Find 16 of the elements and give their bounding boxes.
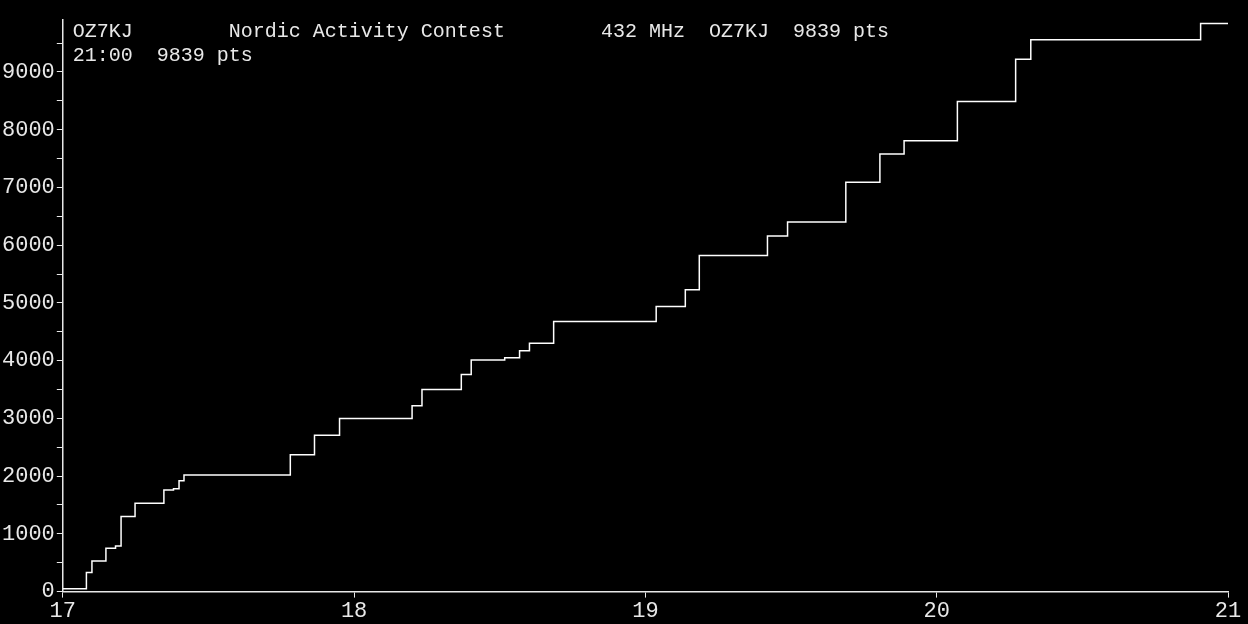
x-tick-label: 19 (632, 598, 659, 624)
y-tick-label: 9000 (2, 59, 55, 85)
y-tick-label: 7000 (2, 175, 55, 201)
chart-title: OZ7KJ Nordic Activity Contest 432 MHz OZ7KJ 9839 pts (72, 20, 889, 44)
y-tick-label: 1000 (2, 521, 55, 547)
y-tick-label: 3000 (2, 406, 55, 432)
y-tick-label: 4000 (2, 348, 55, 374)
x-tick-label: 20 (923, 598, 950, 624)
text: 21:00 9839 pts (72, 44, 253, 68)
x-tick-label: 18 (340, 598, 368, 624)
x-tick-label: 21 (1214, 598, 1242, 624)
y-tick-label: 2000 (2, 463, 55, 489)
y-tick-label: 5000 (2, 290, 55, 316)
x-tick-label: 17 (49, 598, 77, 624)
y-tick-label: 6000 (2, 233, 55, 258)
y-tick-label: 8000 (2, 117, 55, 143)
